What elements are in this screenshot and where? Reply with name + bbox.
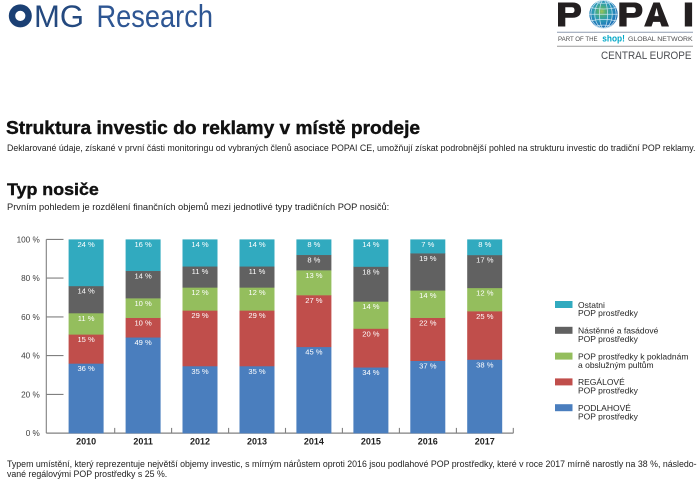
- svg-text:14 %: 14 %: [419, 291, 437, 300]
- svg-text:12 %: 12 %: [191, 288, 209, 297]
- svg-text:14 %: 14 %: [362, 302, 380, 311]
- svg-text:29 %: 29 %: [248, 311, 266, 320]
- svg-text:2013: 2013: [247, 437, 267, 447]
- svg-text:GLOBAL NETWORK: GLOBAL NETWORK: [628, 36, 693, 43]
- svg-text:POP prostředky: POP prostředky: [578, 334, 639, 344]
- svg-text:2010: 2010: [76, 437, 96, 447]
- svg-text:15 %: 15 %: [77, 335, 95, 344]
- svg-text:40 %: 40 %: [21, 352, 40, 361]
- svg-text:2014: 2014: [304, 437, 324, 447]
- svg-text:14 %: 14 %: [191, 240, 209, 249]
- svg-text:24 %: 24 %: [77, 240, 95, 249]
- svg-text:REGÁLOVÉ: REGÁLOVÉ: [578, 377, 625, 387]
- svg-text:11 %: 11 %: [78, 314, 95, 323]
- svg-text:37 %: 37 %: [419, 362, 437, 371]
- svg-text:80 %: 80 %: [21, 274, 40, 283]
- svg-text:2017: 2017: [475, 437, 495, 447]
- svg-text:8 %: 8 %: [307, 256, 320, 265]
- svg-text:8 %: 8 %: [478, 240, 491, 249]
- svg-text:shop!: shop!: [602, 33, 625, 43]
- svg-text:34 %: 34 %: [362, 368, 380, 377]
- svg-text:2016: 2016: [418, 437, 438, 447]
- svg-text:a obslužným pultům: a obslužným pultům: [578, 360, 654, 370]
- svg-text:10 %: 10 %: [134, 319, 152, 328]
- svg-text:8 %: 8 %: [307, 240, 320, 249]
- svg-text:11 %: 11 %: [249, 267, 266, 276]
- svg-text:12 %: 12 %: [248, 288, 266, 297]
- svg-text:0 %: 0 %: [26, 429, 40, 438]
- svg-text:POP prostředky: POP prostředky: [578, 308, 639, 318]
- svg-text:POP prostředky: POP prostředky: [578, 386, 639, 396]
- svg-text:11 %: 11 %: [192, 267, 209, 276]
- svg-text:18 %: 18 %: [362, 267, 380, 276]
- svg-text:12 %: 12 %: [476, 289, 494, 298]
- svg-text:45 %: 45 %: [305, 348, 323, 357]
- svg-text:17 %: 17 %: [476, 256, 494, 265]
- svg-text:CENTRAL EUROPE: CENTRAL EUROPE: [601, 50, 692, 62]
- svg-text:22 %: 22 %: [419, 319, 437, 328]
- svg-text:20 %: 20 %: [362, 329, 380, 338]
- svg-text:POP prostředky: POP prostředky: [578, 411, 639, 421]
- svg-text:19 %: 19 %: [419, 254, 437, 263]
- svg-text:7 %: 7 %: [421, 240, 434, 249]
- svg-text:Nástěnné a fasádové: Nástěnné a fasádové: [578, 326, 659, 336]
- svg-text:Ostatni: Ostatni: [578, 300, 605, 310]
- svg-text:14 %: 14 %: [248, 240, 266, 249]
- svg-text:2015: 2015: [361, 437, 381, 447]
- svg-text:PART OF THE: PART OF THE: [558, 36, 598, 43]
- svg-text:20 %: 20 %: [21, 391, 40, 400]
- svg-text:38 %: 38 %: [476, 360, 494, 369]
- svg-text:29 %: 29 %: [191, 311, 209, 320]
- svg-text:10 %: 10 %: [134, 299, 152, 308]
- svg-text:35 %: 35 %: [191, 367, 209, 376]
- svg-text:100 %: 100 %: [17, 236, 40, 245]
- svg-text:14 %: 14 %: [77, 287, 95, 296]
- svg-text:14 %: 14 %: [134, 272, 152, 281]
- svg-text:27 %: 27 %: [305, 296, 323, 305]
- svg-text:14 %: 14 %: [362, 240, 380, 249]
- svg-text:16 %: 16 %: [134, 240, 152, 249]
- svg-text:PODLAHOVÉ: PODLAHOVÉ: [578, 403, 631, 413]
- svg-text:2012: 2012: [190, 437, 210, 447]
- svg-text:Research: Research: [97, 0, 214, 34]
- svg-text:MG: MG: [34, 0, 84, 34]
- svg-text:13 %: 13 %: [305, 271, 323, 280]
- svg-text:35 %: 35 %: [248, 367, 266, 376]
- svg-text:49 %: 49 %: [134, 338, 152, 347]
- svg-text:60 %: 60 %: [21, 313, 40, 322]
- svg-text:25 %: 25 %: [476, 312, 494, 321]
- svg-text:36 %: 36 %: [77, 364, 95, 373]
- svg-text:2011: 2011: [133, 437, 153, 447]
- svg-text:POP prostředky k pokladnám: POP prostředky k pokladnám: [578, 351, 688, 361]
